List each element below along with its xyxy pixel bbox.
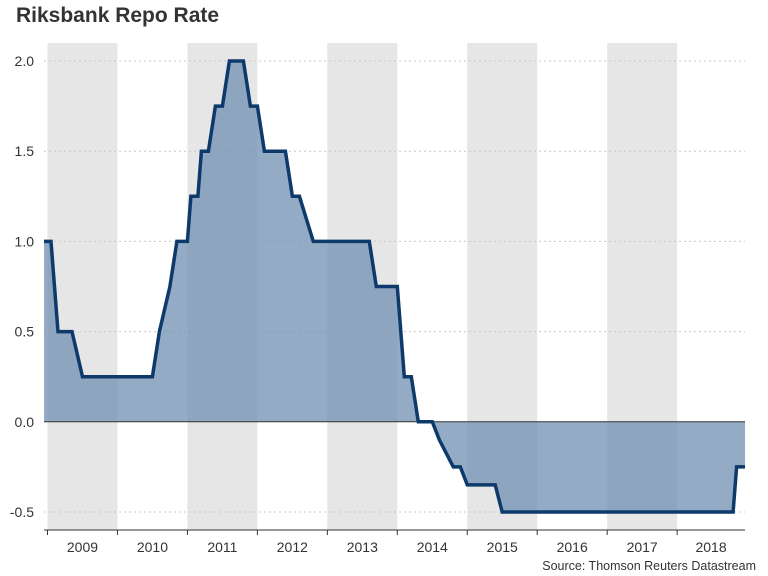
- x-tick-label: 2013: [347, 539, 378, 555]
- series-line-path: [44, 59, 745, 514]
- x-tick-label: 2011: [207, 539, 237, 555]
- y-axis-labels: -0.5 0.0 0.5 1.0 1.5 2.0: [10, 53, 34, 520]
- x-tick-label: 2014: [417, 539, 448, 555]
- y-tick-label: 1.0: [15, 233, 35, 249]
- x-tick-label: 2012: [277, 539, 308, 555]
- y-tick-label: 1.5: [15, 143, 35, 159]
- x-axis-labels: 2009 2010 2011 2012 2013 2014 2015 2016 2017 2018: [67, 539, 727, 555]
- series-line: [44, 59, 745, 514]
- x-tick-label: 2016: [557, 539, 588, 555]
- x-tick-label: 2009: [67, 539, 98, 555]
- x-tick-label: 2015: [487, 539, 518, 555]
- y-tick-label: 0.5: [15, 324, 35, 340]
- chart-title: Riksbank Repo Rate: [16, 4, 220, 27]
- y-tick-label: 0.0: [15, 414, 35, 430]
- year-band: [47, 43, 118, 530]
- y-tick-label: 2.0: [15, 53, 35, 69]
- source-note: Source: Thomson Reuters Datastream: [542, 559, 756, 573]
- x-axis-line: [44, 529, 745, 535]
- x-tick-label: 2018: [695, 539, 726, 555]
- y-tick-label: -0.5: [10, 504, 34, 520]
- x-tick-label: 2010: [137, 539, 168, 555]
- x-tick-label: 2017: [627, 539, 658, 555]
